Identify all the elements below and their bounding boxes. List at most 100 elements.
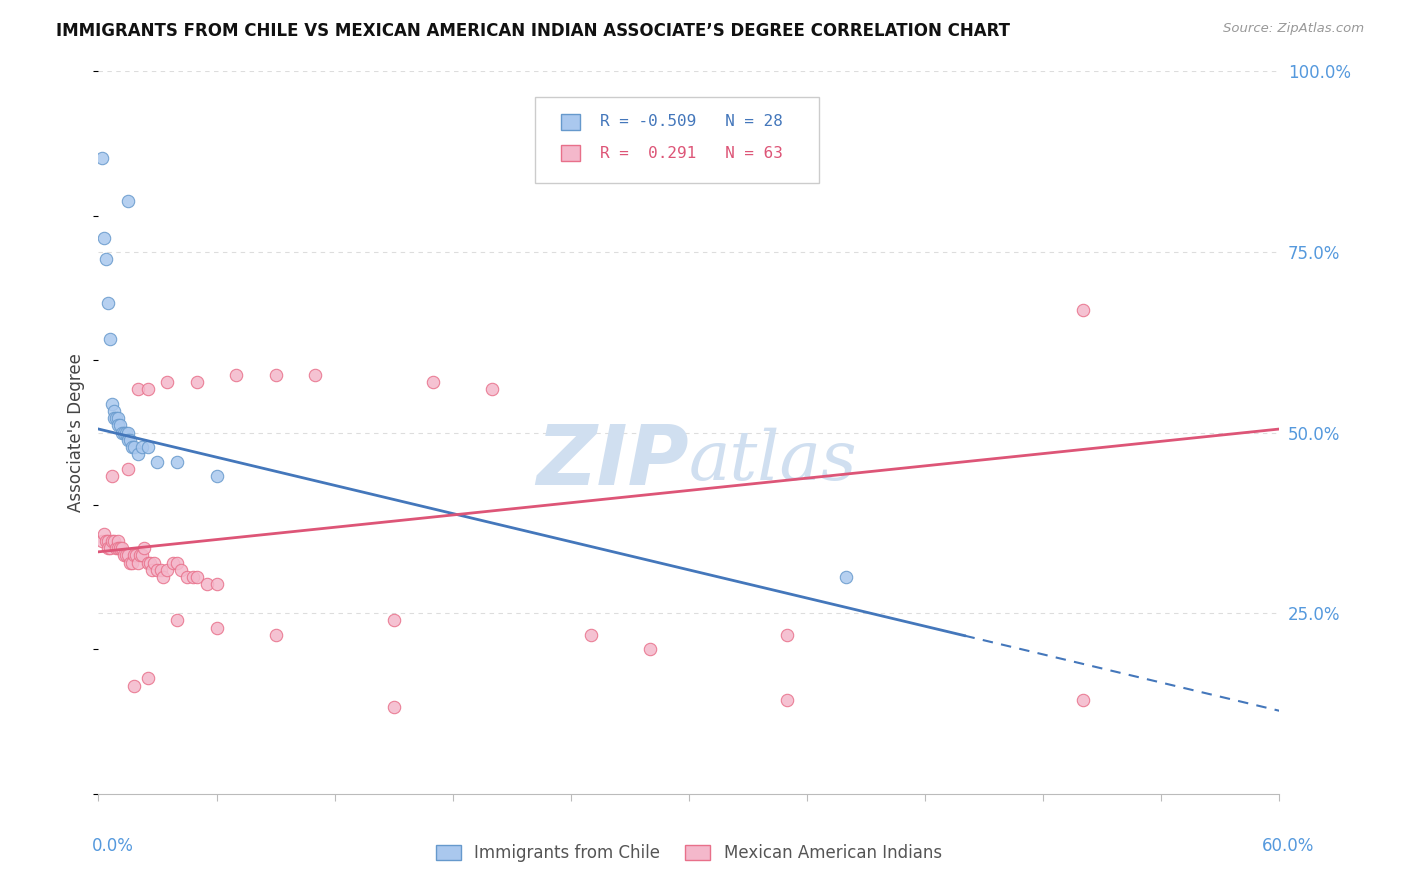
Point xyxy=(205,577,228,591)
Point xyxy=(112,425,135,440)
Point xyxy=(181,570,204,584)
FancyBboxPatch shape xyxy=(561,145,579,161)
Point xyxy=(205,469,228,483)
Text: IMMIGRANTS FROM CHILE VS MEXICAN AMERICAN INDIAN ASSOCIATE’S DEGREE CORRELATION : IMMIGRANTS FROM CHILE VS MEXICAN AMERICA… xyxy=(56,22,1011,40)
Point xyxy=(93,526,115,541)
Point xyxy=(112,549,135,563)
Point xyxy=(105,541,128,556)
Point xyxy=(136,556,159,570)
Point xyxy=(152,570,174,584)
Point xyxy=(107,533,129,548)
Point xyxy=(105,411,128,425)
Point xyxy=(122,678,145,692)
Text: 60.0%: 60.0% xyxy=(1263,837,1315,855)
Point xyxy=(638,642,661,657)
Point xyxy=(101,533,124,548)
Point xyxy=(97,533,120,548)
Point xyxy=(111,541,134,556)
Point xyxy=(117,433,139,447)
Point xyxy=(125,549,148,563)
Point xyxy=(96,252,118,267)
Point xyxy=(108,418,131,433)
Point xyxy=(107,411,129,425)
Point xyxy=(136,671,159,685)
Point xyxy=(117,425,139,440)
Point xyxy=(121,440,143,454)
Point xyxy=(98,332,121,346)
Point xyxy=(117,549,139,563)
Point xyxy=(776,628,799,642)
Text: R =  0.291   N = 63: R = 0.291 N = 63 xyxy=(600,145,783,161)
Point xyxy=(132,541,155,556)
Point xyxy=(131,549,153,563)
Point xyxy=(93,230,115,244)
Point xyxy=(481,382,503,396)
Text: atlas: atlas xyxy=(689,428,858,495)
Text: Source: ZipAtlas.com: Source: ZipAtlas.com xyxy=(1223,22,1364,36)
Point xyxy=(138,556,160,570)
Point xyxy=(186,570,208,584)
Point xyxy=(264,368,287,382)
Point xyxy=(97,541,120,556)
Point xyxy=(264,628,287,642)
Point xyxy=(127,447,149,461)
Text: 0.0%: 0.0% xyxy=(91,837,134,855)
Point xyxy=(131,440,153,454)
Point xyxy=(127,556,149,570)
Point xyxy=(150,563,173,577)
Point xyxy=(156,563,179,577)
Point xyxy=(122,549,145,563)
Point xyxy=(121,556,143,570)
Point xyxy=(122,440,145,454)
Point xyxy=(136,382,159,396)
Point xyxy=(118,433,141,447)
Point xyxy=(382,700,405,714)
Point xyxy=(97,295,120,310)
Point xyxy=(146,454,169,468)
Point xyxy=(117,462,139,476)
Point xyxy=(103,533,125,548)
Text: R = -0.509   N = 28: R = -0.509 N = 28 xyxy=(600,114,783,129)
Point xyxy=(835,570,858,584)
Point xyxy=(146,563,169,577)
Point xyxy=(101,469,124,483)
Point xyxy=(1071,302,1094,317)
Y-axis label: Associate's Degree: Associate's Degree xyxy=(67,353,86,512)
FancyBboxPatch shape xyxy=(536,96,818,184)
FancyBboxPatch shape xyxy=(561,114,579,130)
Point xyxy=(118,556,141,570)
Point xyxy=(1071,693,1094,707)
Point xyxy=(142,556,165,570)
Point xyxy=(205,621,228,635)
Point xyxy=(141,563,163,577)
Point xyxy=(170,563,193,577)
Point xyxy=(103,404,125,418)
Point xyxy=(98,541,121,556)
Point xyxy=(776,693,799,707)
Point xyxy=(166,556,188,570)
Legend: Immigrants from Chile, Mexican American Indians: Immigrants from Chile, Mexican American … xyxy=(429,838,949,869)
Point xyxy=(195,577,218,591)
Point xyxy=(96,533,118,548)
Point xyxy=(107,418,129,433)
Point xyxy=(128,549,150,563)
Point xyxy=(162,556,184,570)
Point xyxy=(111,425,134,440)
Point xyxy=(108,541,131,556)
Point xyxy=(136,440,159,454)
Point xyxy=(579,628,602,642)
Point xyxy=(304,368,326,382)
Point xyxy=(186,375,208,389)
Point xyxy=(176,570,198,584)
Point xyxy=(103,411,125,425)
Point xyxy=(91,151,114,165)
Point xyxy=(115,425,138,440)
Point xyxy=(166,454,188,468)
Point xyxy=(422,375,444,389)
Point xyxy=(166,614,188,628)
Point xyxy=(115,549,138,563)
Point xyxy=(91,533,114,548)
Point xyxy=(101,397,124,411)
Point xyxy=(127,382,149,396)
Text: ZIP: ZIP xyxy=(536,421,689,502)
